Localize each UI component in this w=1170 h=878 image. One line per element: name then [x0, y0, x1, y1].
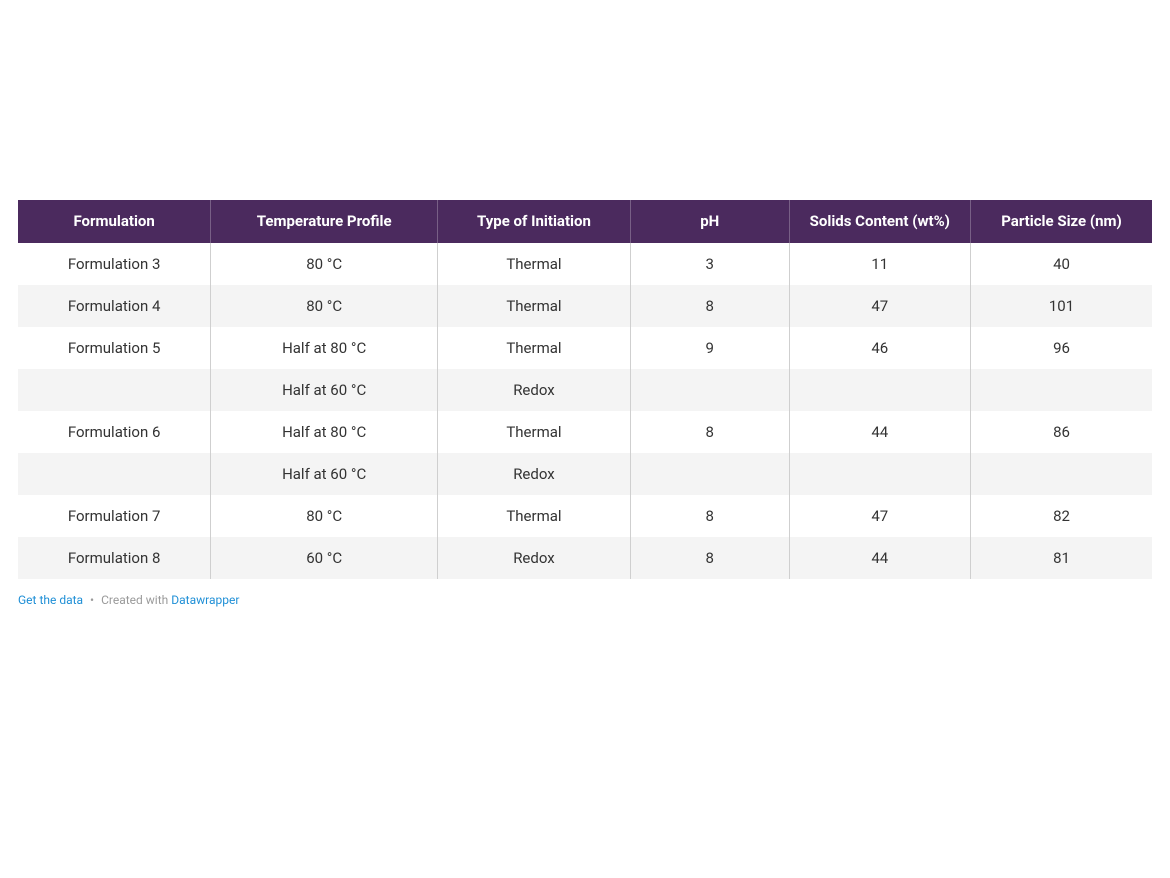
- cell: 46: [789, 327, 970, 369]
- cell: 40: [971, 243, 1152, 285]
- cell: Formulation 8: [18, 537, 211, 579]
- cell: 96: [971, 327, 1152, 369]
- cell: 81: [971, 537, 1152, 579]
- table-footer: Get the data • Created with Datawrapper: [18, 593, 1152, 607]
- cell: Thermal: [438, 285, 631, 327]
- table-row: Formulation 4 80 °C Thermal 8 47 101: [18, 285, 1152, 327]
- cell: 44: [789, 411, 970, 453]
- get-the-data-link[interactable]: Get the data: [18, 593, 83, 607]
- cell: 44: [789, 537, 970, 579]
- cell: Thermal: [438, 327, 631, 369]
- table-row: Formulation 8 60 °C Redox 8 44 81: [18, 537, 1152, 579]
- cell: Formulation 6: [18, 411, 211, 453]
- cell: [630, 369, 789, 411]
- cell: 80 °C: [211, 243, 438, 285]
- col-type-of-initiation[interactable]: Type of Initiation: [438, 200, 631, 243]
- cell: 8: [630, 495, 789, 537]
- cell: [630, 453, 789, 495]
- col-ph[interactable]: pH: [630, 200, 789, 243]
- formulation-table: Formulation Temperature Profile Type of …: [18, 200, 1152, 579]
- table-row: Half at 60 °C Redox: [18, 369, 1152, 411]
- cell: 9: [630, 327, 789, 369]
- table-row: Formulation 7 80 °C Thermal 8 47 82: [18, 495, 1152, 537]
- cell: Half at 60 °C: [211, 453, 438, 495]
- cell: Half at 80 °C: [211, 327, 438, 369]
- datawrapper-link[interactable]: Datawrapper: [171, 593, 239, 607]
- col-formulation[interactable]: Formulation: [18, 200, 211, 243]
- cell: [971, 453, 1152, 495]
- cell: Half at 80 °C: [211, 411, 438, 453]
- cell: Formulation 7: [18, 495, 211, 537]
- cell: [18, 369, 211, 411]
- cell: [971, 369, 1152, 411]
- table-row: Formulation 5 Half at 80 °C Thermal 9 46…: [18, 327, 1152, 369]
- cell: Redox: [438, 453, 631, 495]
- cell: 8: [630, 285, 789, 327]
- page-container: Formulation Temperature Profile Type of …: [0, 0, 1170, 607]
- col-solids-content[interactable]: Solids Content (wt%): [789, 200, 970, 243]
- cell: Thermal: [438, 411, 631, 453]
- cell: Half at 60 °C: [211, 369, 438, 411]
- cell: 47: [789, 495, 970, 537]
- cell: Formulation 4: [18, 285, 211, 327]
- table-row: Formulation 3 80 °C Thermal 3 11 40: [18, 243, 1152, 285]
- cell: 47: [789, 285, 970, 327]
- cell: 8: [630, 411, 789, 453]
- cell: Formulation 5: [18, 327, 211, 369]
- cell: Thermal: [438, 495, 631, 537]
- cell: 80 °C: [211, 285, 438, 327]
- created-with-label: Created with: [101, 593, 168, 607]
- cell: 80 °C: [211, 495, 438, 537]
- table-row: Half at 60 °C Redox: [18, 453, 1152, 495]
- cell: 3: [630, 243, 789, 285]
- table-body: Formulation 3 80 °C Thermal 3 11 40 Form…: [18, 243, 1152, 579]
- cell: Redox: [438, 369, 631, 411]
- cell: Thermal: [438, 243, 631, 285]
- cell: 101: [971, 285, 1152, 327]
- cell: 86: [971, 411, 1152, 453]
- cell: Redox: [438, 537, 631, 579]
- footer-separator: •: [90, 593, 94, 607]
- cell: [789, 369, 970, 411]
- col-temperature-profile[interactable]: Temperature Profile: [211, 200, 438, 243]
- cell: [18, 453, 211, 495]
- cell: 8: [630, 537, 789, 579]
- cell: [789, 453, 970, 495]
- table-row: Formulation 6 Half at 80 °C Thermal 8 44…: [18, 411, 1152, 453]
- cell: 11: [789, 243, 970, 285]
- cell: Formulation 3: [18, 243, 211, 285]
- cell: 82: [971, 495, 1152, 537]
- col-particle-size[interactable]: Particle Size (nm): [971, 200, 1152, 243]
- table-header: Formulation Temperature Profile Type of …: [18, 200, 1152, 243]
- cell: 60 °C: [211, 537, 438, 579]
